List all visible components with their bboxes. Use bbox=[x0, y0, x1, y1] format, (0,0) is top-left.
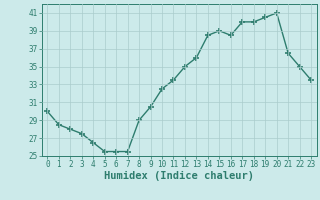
X-axis label: Humidex (Indice chaleur): Humidex (Indice chaleur) bbox=[104, 171, 254, 181]
